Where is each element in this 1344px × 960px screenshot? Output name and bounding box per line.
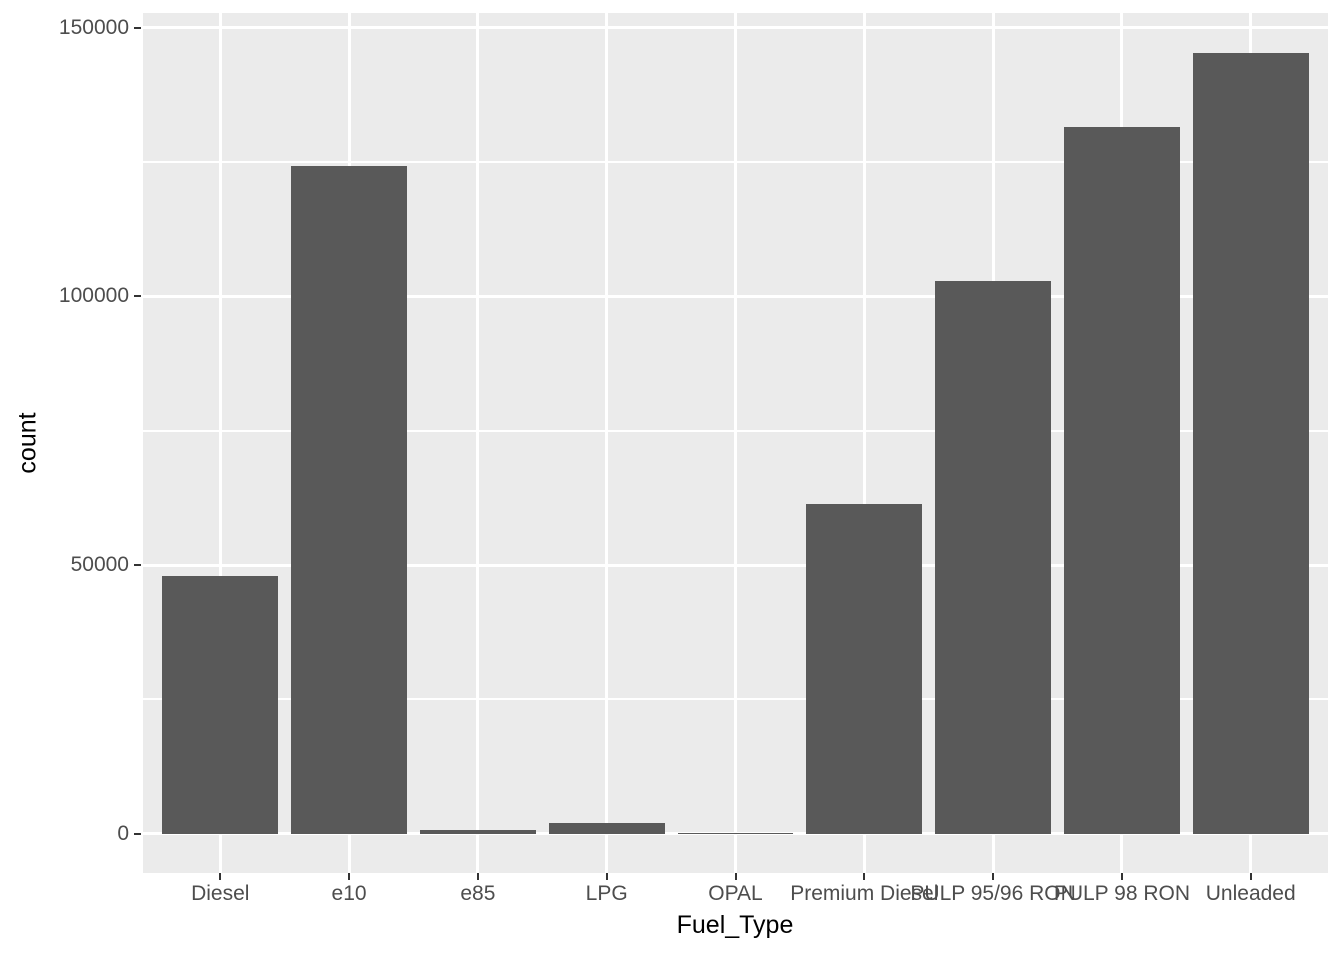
bar-opal [677,832,794,834]
x-tick-label-7: PULP 98 RON [1053,882,1190,905]
bar-premium-diesel [806,503,923,834]
y-tick-mark-0 [134,832,141,835]
x-tick-label-2: e85 [460,882,496,905]
x-tick-mark-0 [219,873,222,880]
bar-pulp-98-ron [1063,126,1180,834]
bar-unleaded [1192,52,1309,834]
y-tick-mark-50000 [134,564,141,566]
x-tick-mark-4 [734,873,737,880]
gridline-x-diesel [218,13,222,873]
x-tick-mark-8 [1249,873,1252,880]
bar-pulp-95-96-ron [935,280,1052,834]
x-tick-mark-3 [605,873,608,880]
x-tick-mark-5 [863,873,866,880]
y-tick-label-50000: 50000 [70,553,129,576]
x-tick-label-5: Premium Diesel [790,882,939,905]
x-tick-mark-2 [476,873,479,880]
y-tick-mark-100000 [134,295,141,298]
bar-e10 [291,165,408,834]
bar-lpg [548,822,665,834]
x-tick-label-3: LPG [585,882,628,905]
x-tick-mark-6 [992,873,995,880]
x-tick-label-6: PULP 95/96 RON [910,882,1076,905]
y-tick-label-100000: 100000 [58,284,129,308]
y-axis-title: count [13,412,42,474]
y-tick-mark-150000 [134,26,141,29]
x-tick-mark-1 [348,873,351,880]
gridline-x-opal [734,13,737,873]
x-tick-label-8: Unleaded [1205,882,1296,905]
bar-e85 [419,830,536,834]
bar-diesel [162,575,279,834]
gridline-x-premium-diesel [862,13,866,873]
x-tick-mark-7 [1120,873,1123,880]
x-tick-label-1: e10 [331,882,367,905]
y-tick-label-150000: 150000 [58,15,129,39]
x-axis-title: Fuel_Type [676,911,794,939]
gridline-x-lpg [605,13,609,873]
x-tick-label-4: OPAL [708,882,763,905]
plot-panel [143,13,1328,873]
gridline-x-e85 [476,13,480,873]
y-tick-label-0: 0 [117,821,129,845]
x-tick-label-0: Diesel [191,882,250,905]
